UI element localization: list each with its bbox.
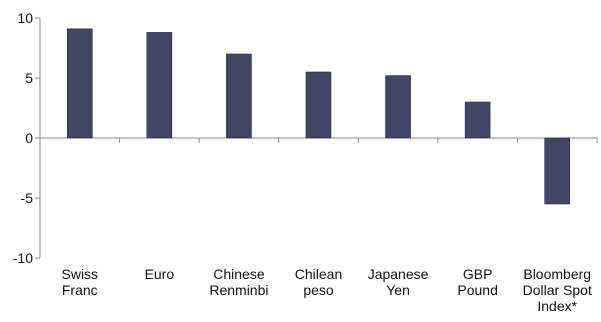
bar — [66, 28, 93, 139]
x-axis-labels: Swiss Franc Euro Chinese Renminbi Chilean peso… — [62, 266, 592, 314]
x-category-label: Euro — [145, 266, 175, 282]
bar — [385, 75, 411, 139]
bar — [226, 53, 252, 139]
y-tick-label: -5 — [21, 190, 34, 206]
x-category-label: Swiss Franc — [62, 266, 99, 298]
y-tick-label: 10 — [17, 10, 33, 26]
y-axis-ticks: 10 5 0 -5 -10 — [13, 10, 40, 266]
x-category-label: Japanese Yen — [368, 266, 429, 298]
bar — [464, 101, 491, 139]
y-tick-label: -10 — [13, 250, 33, 266]
y-tick-label: 5 — [25, 70, 33, 86]
x-category-label: GBP Pound — [457, 266, 497, 298]
bar — [146, 32, 173, 139]
x-category-label: Bloomberg Dollar Spot Index* — [523, 266, 592, 314]
y-tick-label: 0 — [25, 130, 33, 146]
chart-bars — [66, 28, 571, 205]
x-category-label: Chinese Renminbi — [209, 266, 268, 298]
bar — [305, 71, 332, 139]
x-category-label: Chilean peso — [295, 266, 342, 298]
bar — [544, 137, 571, 205]
